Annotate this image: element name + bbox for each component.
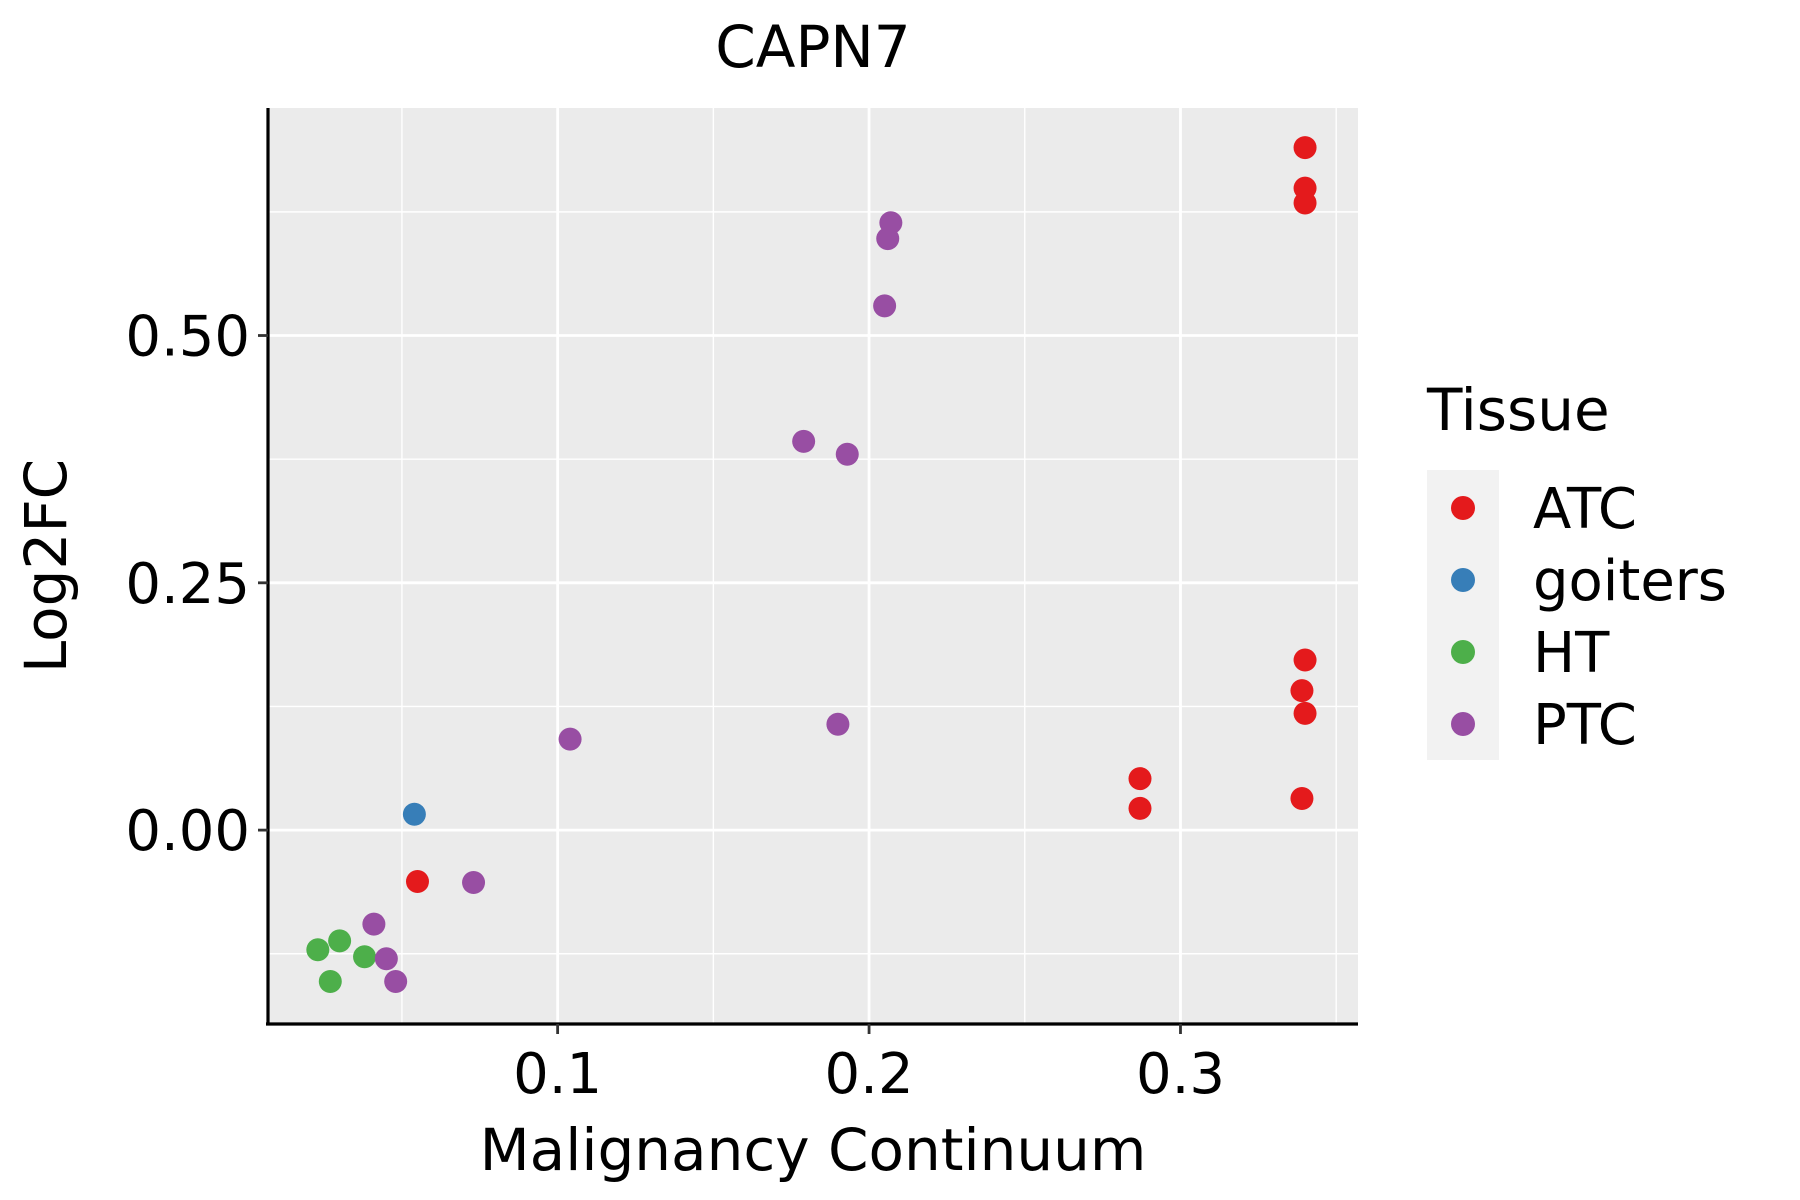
point-ptc [873, 294, 897, 318]
point-ptc [462, 871, 486, 895]
point-atc [1293, 701, 1317, 725]
x-tick-label: 0.2 [825, 1042, 914, 1107]
y-axis-title: Log2FC [12, 459, 80, 673]
legend-label-atc: ATC [1533, 477, 1637, 542]
chart-title: CAPN7 [715, 13, 910, 81]
point-atc [1290, 786, 1314, 810]
point-ptc [558, 727, 582, 751]
point-atc [405, 870, 429, 894]
data-points [306, 136, 1317, 993]
x-tick-label: 0.1 [513, 1042, 602, 1107]
legend-key-goiters [1451, 568, 1475, 592]
point-ptc [826, 712, 850, 736]
point-atc [1293, 136, 1317, 160]
legend-label-goiters: goiters [1533, 549, 1727, 614]
point-atc [1128, 767, 1152, 791]
point-ptc [792, 429, 816, 453]
major-gridlines [268, 108, 1358, 1023]
point-goiters [402, 802, 426, 826]
point-atc [1128, 796, 1152, 820]
legend-title: Tissue [1426, 376, 1610, 444]
y-axis-ticks: 0.00 0.25 0.50 [125, 305, 268, 864]
x-tick-label: 0.3 [1136, 1042, 1225, 1107]
point-ptc [876, 227, 900, 251]
legend-key-ht [1451, 640, 1475, 664]
point-ht [318, 969, 342, 993]
y-tick-label: 0.50 [125, 305, 250, 370]
point-ptc [362, 912, 386, 936]
legend-key-atc [1451, 496, 1475, 520]
legend-label-ptc: PTC [1533, 693, 1637, 758]
point-atc [1293, 191, 1317, 215]
legend: Tissue ATC goiters HT PTC [1426, 376, 1727, 760]
point-ht [353, 945, 377, 969]
x-axis-title: Malignancy Continuum [480, 1116, 1147, 1184]
minor-gridlines [268, 108, 1358, 1023]
y-tick-label: 0.25 [125, 552, 250, 617]
legend-key-ptc [1451, 712, 1475, 736]
plot-panel [268, 108, 1358, 1023]
legend-label-ht: HT [1533, 621, 1610, 686]
point-ht [328, 929, 352, 953]
point-ptc [374, 947, 398, 971]
point-ht [306, 938, 330, 962]
point-ptc [384, 969, 408, 993]
point-ptc [835, 442, 859, 466]
point-atc [1293, 648, 1317, 672]
y-tick-label: 0.00 [125, 799, 250, 864]
point-atc [1290, 679, 1314, 703]
x-axis-ticks: 0.1 0.2 0.3 [513, 1024, 1225, 1107]
